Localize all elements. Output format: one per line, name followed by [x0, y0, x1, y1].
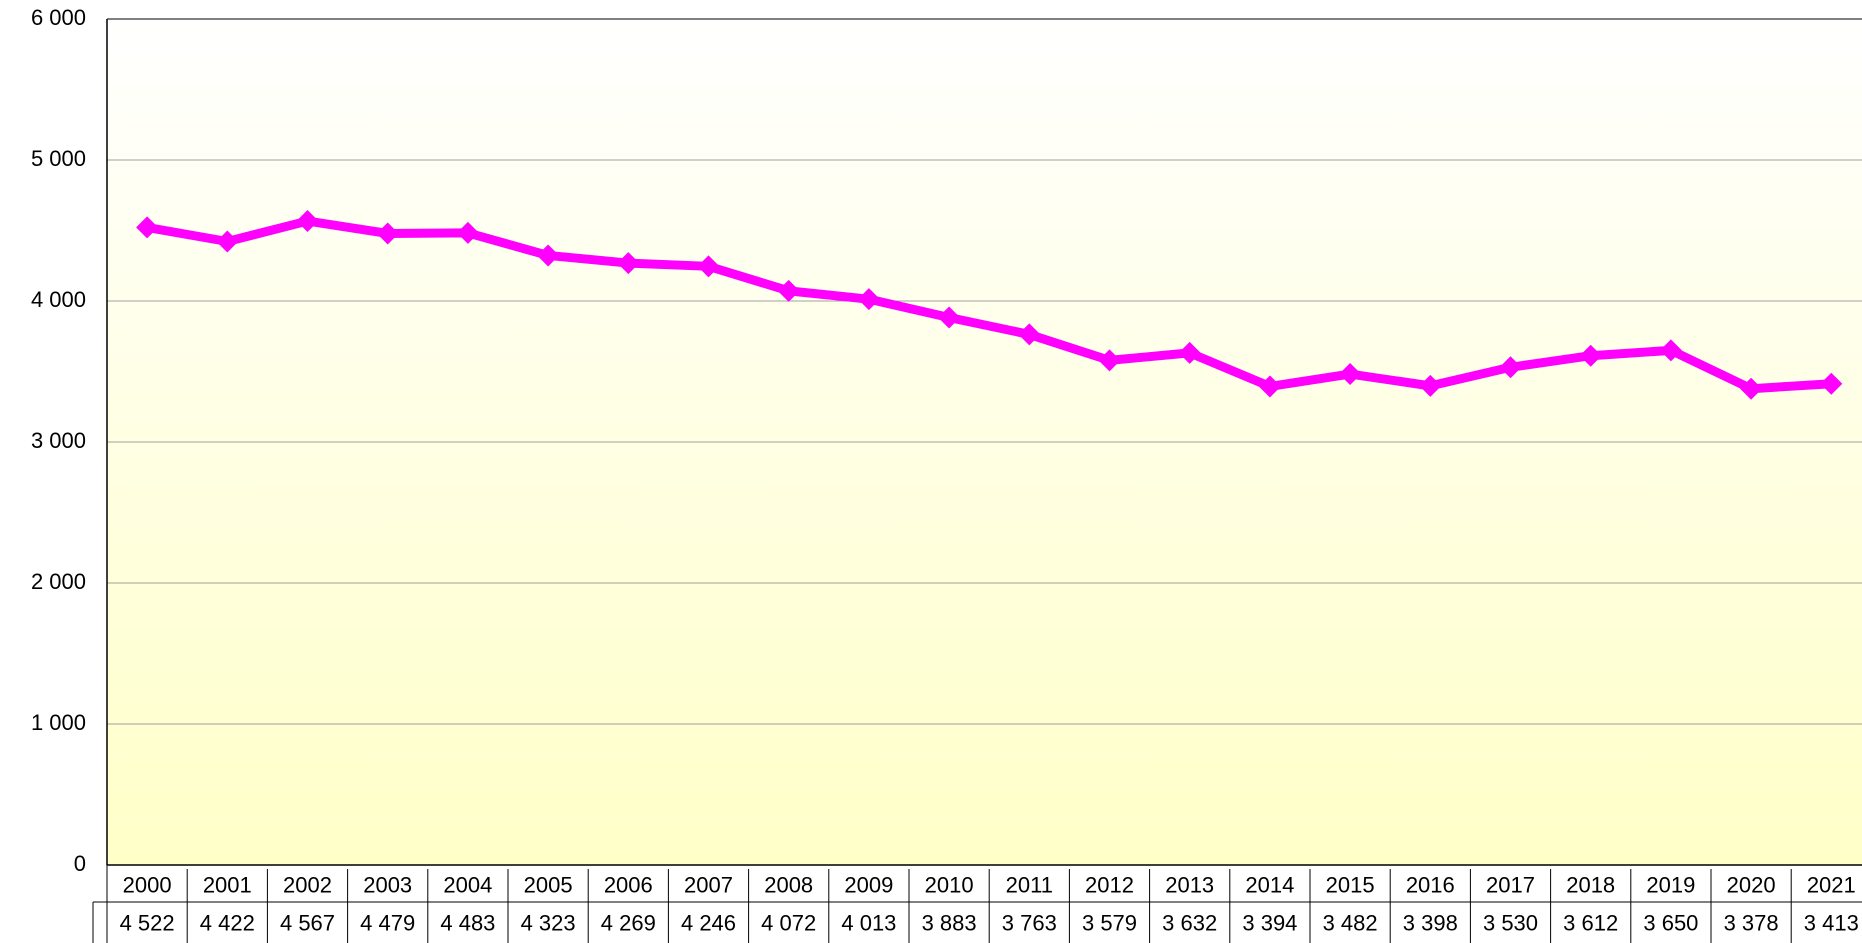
y-tick-label: 0 — [74, 851, 86, 876]
x-tick-label: 2021 — [1807, 872, 1856, 897]
value-label: 3 482 — [1323, 910, 1378, 935]
marker — [376, 222, 399, 245]
marker — [617, 252, 640, 275]
marker — [1740, 377, 1763, 400]
y-tick-label: 1 000 — [31, 710, 86, 735]
x-tick-label: 2001 — [203, 872, 252, 897]
value-label: 3 579 — [1082, 910, 1137, 935]
value-label: 3 378 — [1724, 910, 1779, 935]
value-label: 3 883 — [922, 910, 977, 935]
marker — [1098, 349, 1121, 372]
value-label: 3 632 — [1162, 910, 1217, 935]
x-tick-label: 2019 — [1646, 872, 1695, 897]
value-label: 3 612 — [1563, 910, 1618, 935]
marker — [1820, 372, 1843, 395]
value-label: 3 530 — [1483, 910, 1538, 935]
value-label: 4 479 — [360, 910, 415, 935]
x-tick-label: 2008 — [764, 872, 813, 897]
marker — [857, 288, 880, 311]
x-tick-label: 2020 — [1727, 872, 1776, 897]
x-tick-label: 2003 — [363, 872, 412, 897]
marker — [938, 306, 961, 329]
value-label: 4 269 — [601, 910, 656, 935]
value-label: 4 522 — [120, 910, 175, 935]
value-label: 3 394 — [1242, 910, 1297, 935]
x-tick-label: 2002 — [283, 872, 332, 897]
marker — [136, 216, 159, 239]
marker — [1018, 323, 1041, 346]
marker — [216, 230, 239, 253]
y-tick-label: 6 000 — [31, 5, 86, 30]
x-tick-label: 2004 — [443, 872, 492, 897]
x-tick-label: 2009 — [844, 872, 893, 897]
marker — [777, 279, 800, 302]
marker — [1579, 344, 1602, 367]
x-tick-label: 2018 — [1566, 872, 1615, 897]
x-tick-label: 2006 — [604, 872, 653, 897]
value-label: 4 422 — [200, 910, 255, 935]
marker — [1178, 341, 1201, 364]
y-tick-label: 5 000 — [31, 146, 86, 171]
x-tick-label: 2005 — [524, 872, 573, 897]
x-tick-label: 2011 — [1006, 872, 1053, 897]
marker — [456, 221, 479, 244]
x-tick-label: 2016 — [1406, 872, 1455, 897]
y-tick-label: 2 000 — [31, 569, 86, 594]
value-label: 4 013 — [841, 910, 896, 935]
value-label: 3 763 — [1002, 910, 1057, 935]
x-tick-label: 2013 — [1165, 872, 1214, 897]
value-label: 3 398 — [1403, 910, 1458, 935]
value-label: 4 567 — [280, 910, 335, 935]
y-tick-label: 4 000 — [31, 287, 86, 312]
marker — [1339, 363, 1362, 386]
x-tick-label: 2000 — [123, 872, 172, 897]
x-tick-label: 2010 — [925, 872, 974, 897]
marker — [537, 244, 560, 267]
marker — [697, 255, 720, 278]
x-tick-label: 2014 — [1245, 872, 1294, 897]
marker — [1499, 356, 1522, 379]
marker — [1659, 339, 1682, 362]
value-label: 4 483 — [440, 910, 495, 935]
marker — [296, 210, 319, 233]
value-label: 4 323 — [521, 910, 576, 935]
value-label: 4 246 — [681, 910, 736, 935]
value-label: 3 413 — [1804, 910, 1859, 935]
y-tick-label: 3 000 — [31, 428, 86, 453]
x-tick-label: 2012 — [1085, 872, 1134, 897]
series-line — [146, 216, 1832, 394]
value-label: 4 072 — [761, 910, 816, 935]
marker — [1419, 374, 1442, 397]
value-label: 3 650 — [1643, 910, 1698, 935]
x-tick-label: 2007 — [684, 872, 733, 897]
x-tick-label: 2017 — [1486, 872, 1535, 897]
marker — [1258, 375, 1281, 398]
x-tick-label: 2015 — [1326, 872, 1375, 897]
